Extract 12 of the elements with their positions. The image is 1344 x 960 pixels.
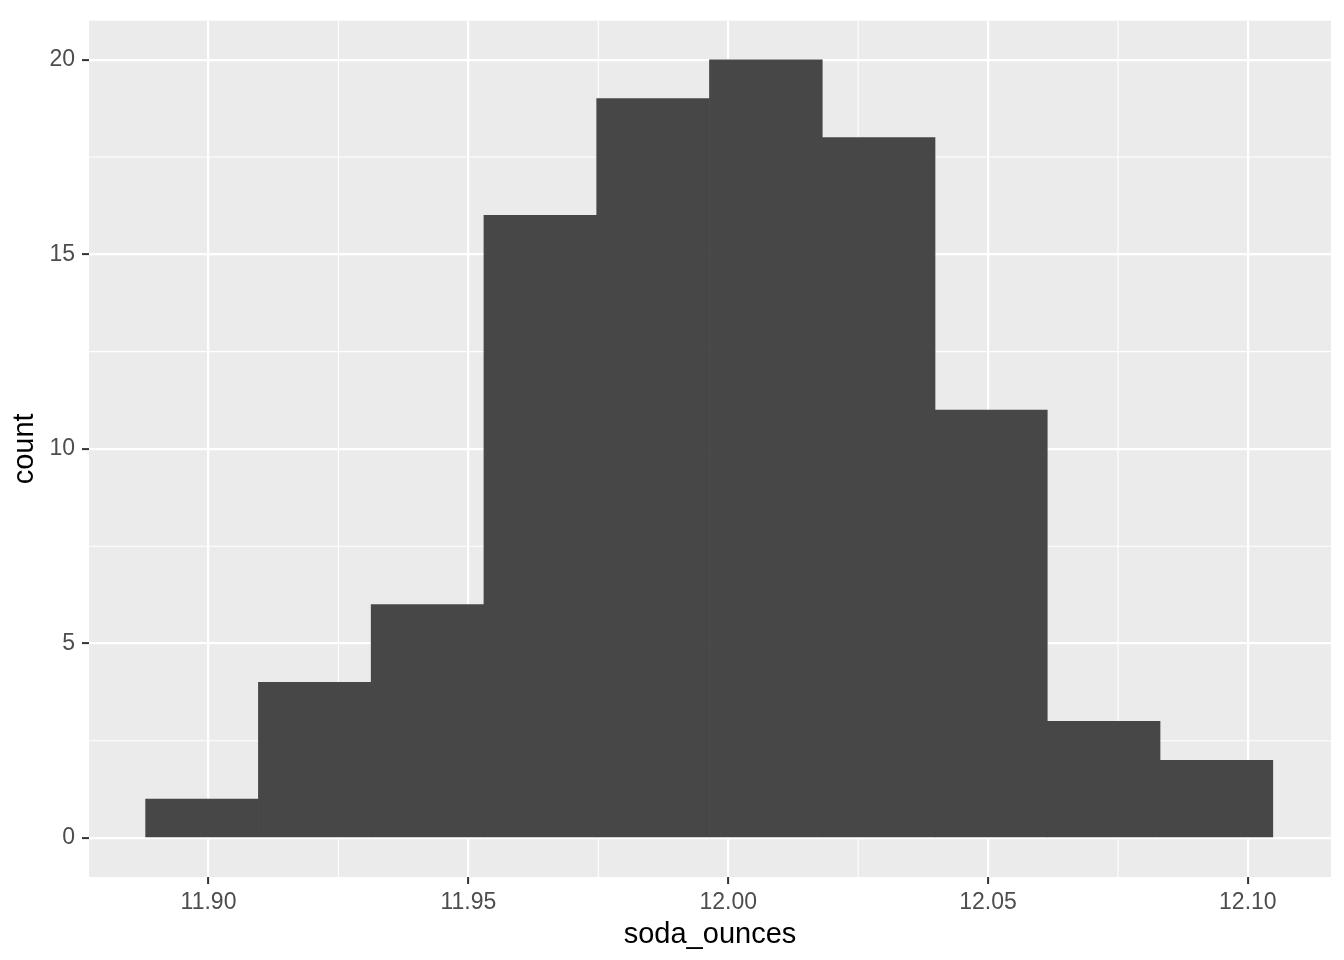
x-tick-label: 12.05	[959, 888, 1017, 915]
x-tick-label: 12.10	[1219, 888, 1277, 915]
y-tick-label: 20	[49, 45, 75, 72]
x-axis-title: soda_ounces	[623, 916, 797, 949]
y-axis-title: count	[7, 413, 40, 485]
y-tick-label: 0	[62, 823, 75, 850]
x-tick-label: 11.95	[440, 888, 497, 915]
y-tick-label: 15	[49, 239, 75, 266]
x-tick-label: 12.00	[699, 888, 757, 915]
y-tick-label: 10	[49, 434, 75, 461]
y-tick-label: 5	[62, 628, 75, 655]
x-tick-label: 11.90	[180, 888, 237, 915]
